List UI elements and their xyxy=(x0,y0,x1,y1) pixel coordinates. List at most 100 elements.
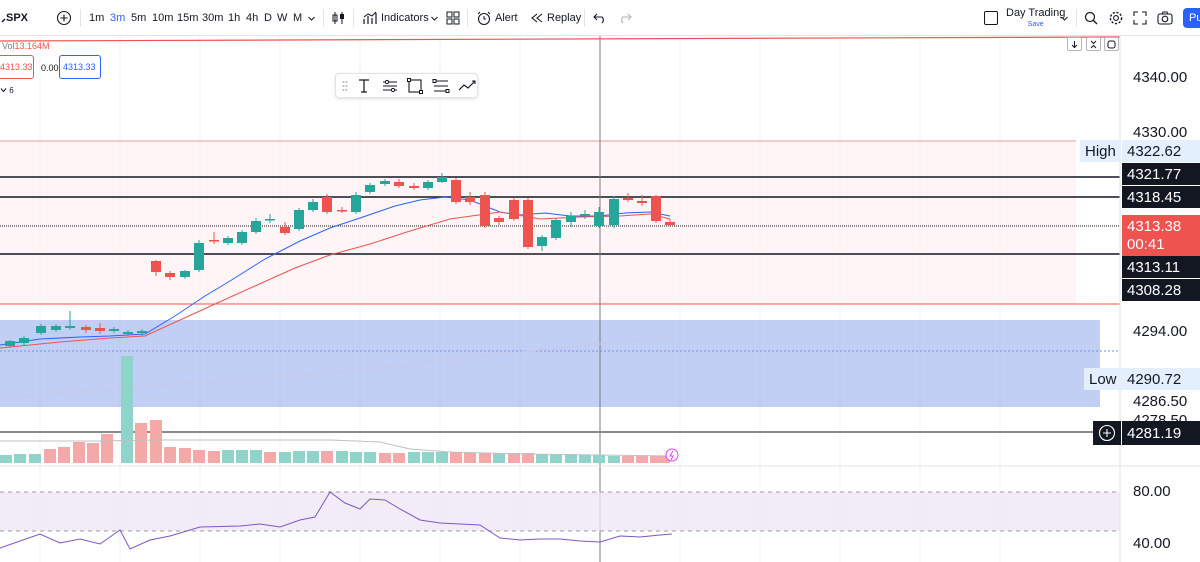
settings-button[interactable] xyxy=(1108,0,1124,36)
layout-save-status: Save xyxy=(1027,21,1044,28)
candle-body xyxy=(5,341,15,346)
layout-sync-checkbox[interactable] xyxy=(984,11,998,25)
layout-name-button[interactable]: Day Trading Save xyxy=(1006,8,1065,30)
interval-dropdown-button[interactable] xyxy=(307,0,316,36)
demand-zone[interactable] xyxy=(0,320,1100,407)
interval-1m[interactable]: 1m xyxy=(89,12,105,24)
interval-3m[interactable]: 3m xyxy=(110,12,126,24)
last-price-badge: 4313.38 00:41 xyxy=(1122,215,1200,257)
trend-line[interactable] xyxy=(0,36,1121,42)
drag-handle-icon[interactable] xyxy=(342,79,348,93)
text-cursor-icon xyxy=(358,78,369,93)
indicators-button[interactable]: Indicators xyxy=(362,0,429,36)
candle-body xyxy=(337,210,347,212)
interval-d[interactable]: D xyxy=(264,12,272,24)
undo-button[interactable] xyxy=(593,0,607,36)
candle-body xyxy=(566,216,576,222)
volume-bar xyxy=(293,451,305,463)
volume-bar xyxy=(658,456,670,463)
volume-bar xyxy=(307,451,319,463)
fullscreen-button[interactable] xyxy=(1133,0,1147,36)
chart-type-button[interactable] xyxy=(330,0,348,36)
volume-bar xyxy=(321,451,333,463)
path-tool-button[interactable] xyxy=(457,76,477,96)
quick-search-button[interactable] xyxy=(1083,0,1099,36)
high-low-zone[interactable] xyxy=(0,141,1076,304)
rectangle-tool-button[interactable] xyxy=(405,76,425,96)
candlestick-series[interactable] xyxy=(5,173,675,348)
chevron-down-icon xyxy=(308,16,315,21)
volume-bar xyxy=(164,447,176,463)
volume-bar xyxy=(536,454,548,463)
toolbar-divider xyxy=(80,9,81,27)
horizontal-line-tool-button[interactable] xyxy=(380,76,400,96)
drawing-toolbar xyxy=(335,73,478,98)
layout-dropdown-button[interactable] xyxy=(1060,0,1069,36)
collapse-pane-button[interactable] xyxy=(1086,37,1101,51)
chart-canvas[interactable] xyxy=(0,36,1200,562)
interval-w[interactable]: W xyxy=(277,12,288,24)
volume-bar xyxy=(222,450,234,463)
volume-bar xyxy=(236,450,248,463)
redo-icon xyxy=(621,13,632,24)
alert-button[interactable]: Alert xyxy=(476,0,518,36)
interval-15m[interactable]: 15m xyxy=(177,12,199,24)
replay-label: Replay xyxy=(547,12,582,24)
candle-body xyxy=(409,186,419,188)
interval-1h[interactable]: 1h xyxy=(228,12,241,24)
volume-bar xyxy=(87,443,99,463)
volume-bar xyxy=(508,453,520,463)
replay-button[interactable]: Replay xyxy=(530,0,581,36)
price-tick: 4330.00 xyxy=(1133,124,1188,141)
volume-bar xyxy=(135,423,147,463)
alarm-clock-icon xyxy=(477,11,491,26)
candle-body xyxy=(451,180,461,202)
candle-body xyxy=(265,219,275,221)
templates-button[interactable] xyxy=(446,0,460,36)
buy-price-button[interactable]: 4313.33 xyxy=(59,55,101,79)
volume-bar xyxy=(336,451,348,463)
maximize-pane-button[interactable] xyxy=(1104,37,1119,51)
candle-body xyxy=(36,326,46,333)
interval-10m[interactable]: 10m xyxy=(152,12,174,24)
volume-bar xyxy=(0,455,12,463)
volume-bar xyxy=(73,442,85,463)
parallel-channel-tool-button[interactable] xyxy=(431,76,451,96)
candle-body xyxy=(594,212,604,226)
symbol-search-button[interactable]: SPX xyxy=(0,0,28,36)
top-toolbar: SPX 1m 3m 5m 10m 15m 30m 1h 4h D W M Ind… xyxy=(0,0,1200,36)
volume-bar xyxy=(14,454,26,463)
rsi-tick: 80.00 xyxy=(1133,483,1171,500)
level-badge-4313: 4313.11 xyxy=(1122,256,1200,278)
publish-button[interactable]: Pu xyxy=(1183,8,1200,28)
interval-5m[interactable]: 5m xyxy=(131,12,147,24)
indicators-dropdown-button[interactable] xyxy=(430,0,439,36)
interval-30m[interactable]: 30m xyxy=(202,12,224,24)
low-price-badge: 4290.72 xyxy=(1122,368,1200,390)
volume-bar xyxy=(636,456,648,463)
volume-legend: Vol13.164M xyxy=(2,41,50,51)
volume-bar xyxy=(58,447,70,463)
add-symbol-button[interactable] xyxy=(56,0,72,36)
redo-button[interactable] xyxy=(618,0,632,36)
snapshot-button[interactable] xyxy=(1157,0,1173,36)
candle-body xyxy=(19,338,29,343)
candle-body xyxy=(294,210,304,229)
add-alert-button[interactable] xyxy=(1093,421,1121,445)
volume-bar xyxy=(608,456,620,463)
volume-bar xyxy=(622,456,634,463)
candle-body xyxy=(109,329,119,331)
volume-ma-line xyxy=(0,439,673,457)
rsi-band xyxy=(0,492,1120,531)
high-tag: High xyxy=(1080,140,1121,162)
interval-4h[interactable]: 4h xyxy=(246,12,259,24)
lightning-icon[interactable] xyxy=(665,448,679,462)
candle-body xyxy=(380,181,390,184)
candle-body xyxy=(180,271,190,277)
indicator-count-toggle[interactable]: 6 xyxy=(0,86,14,95)
text-tool-button[interactable] xyxy=(354,76,374,96)
interval-m[interactable]: M xyxy=(293,12,303,24)
sell-price-button[interactable]: 4313.33 xyxy=(0,55,34,79)
candle-body xyxy=(465,197,475,202)
scroll-to-latest-button[interactable] xyxy=(1067,37,1082,51)
